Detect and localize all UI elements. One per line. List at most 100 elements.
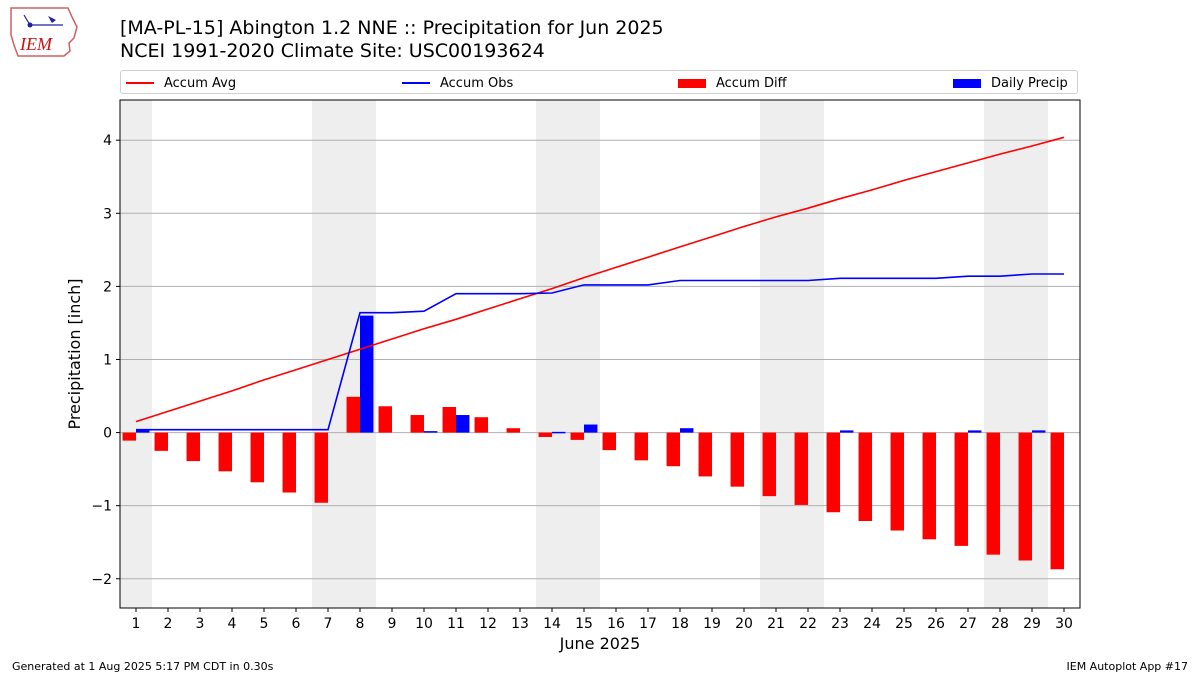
accum-diff-bar [250,432,264,483]
x-tick-label: 9 [388,616,397,632]
daily-precip-bar [456,415,470,433]
x-tick-label: 11 [447,616,465,632]
legend-swatch-accum-avg [126,82,154,84]
x-tick-label: 1 [132,616,141,632]
accum-diff-bar [794,432,808,505]
x-tick-label: 22 [799,616,817,632]
daily-precip-bar [584,424,598,433]
x-tick-label: 14 [543,616,561,632]
x-tick-label: 19 [703,616,721,632]
x-tick-label: 5 [260,616,269,632]
x-tick-label: 25 [895,616,913,632]
accum-diff-bar [538,432,552,437]
accum-diff-bar [1050,432,1064,570]
accum-diff-bar [826,432,840,513]
accum-diff-bar [282,432,296,493]
chart-subtitle: NCEI 1991-2020 Climate Site: USC00193624 [120,40,545,62]
x-tick-label: 8 [356,616,365,632]
x-tick-label: 27 [959,616,977,632]
accum-diff-bar [634,432,648,461]
y-tick-label: 0 [103,426,112,442]
legend-label-daily-precip: Daily Precip [991,75,1068,91]
daily-precip-bar [552,431,566,434]
legend-item-accum-avg: Accum Avg [126,74,236,92]
accum-diff-bar [1018,432,1032,561]
daily-precip-bar [360,315,374,433]
legend-label-accum-diff: Accum Diff [716,75,787,91]
x-tick-label: 16 [607,616,625,632]
accum-diff-bar [570,432,584,440]
accum-diff-bar [186,432,200,462]
x-tick-label: 6 [292,616,301,632]
svg-text:IEM: IEM [19,34,53,54]
x-tick-label: 13 [511,616,529,632]
accum-diff-bar [922,432,936,540]
legend-swatch-accum-diff [678,78,706,88]
legend-item-accum-obs: Accum Obs [402,74,513,92]
accum-diff-bar [954,432,968,546]
accum-diff-bar [378,406,392,433]
legend-swatch-daily-precip [953,78,981,88]
weekend-shade [760,100,824,608]
daily-precip-bar [840,430,854,433]
accum-diff-bar [506,428,520,433]
accum-diff-bar [218,432,232,472]
legend-label-accum-obs: Accum Obs [440,75,514,91]
x-tick-label: 4 [228,616,237,632]
accum-diff-bar [346,396,360,433]
y-tick-label: −1 [91,499,112,515]
y-tick-label: 4 [103,133,112,149]
chart-title: [MA-PL-15] Abington 1.2 NNE :: Precipita… [120,17,664,39]
accum-diff-bar [890,432,904,531]
axes-frame [119,99,1081,609]
x-tick-label: 28 [991,616,1009,632]
y-tick-label: 3 [103,206,112,222]
accum-diff-bar [122,432,136,441]
x-tick-label: 17 [639,616,657,632]
x-tick-label: 3 [196,616,205,632]
x-tick-label: 15 [575,616,593,632]
x-tick-label: 20 [735,616,753,632]
legend-label-accum-avg: Accum Avg [164,75,237,91]
x-tick-label: 29 [1023,616,1041,632]
x-tick-label: 26 [927,616,945,632]
y-tick-label: −2 [91,572,112,588]
x-tick-label: 24 [863,616,881,632]
footer-app-id: IEM Autoplot App #17 [1066,660,1189,673]
x-tick-label: 18 [671,616,689,632]
y-axis-label: Precipitation [inch] [65,278,84,429]
accum-diff-bar [474,417,488,433]
x-tick-label: 2 [164,616,173,632]
legend-item-accum-diff: Accum Diff [678,74,787,92]
x-tick-label: 21 [767,616,785,632]
x-tick-label: 12 [479,616,497,632]
accum-diff-bar [666,432,680,467]
accum-diff-bar [442,406,456,433]
x-tick-label: 30 [1055,616,1073,632]
accum-diff-bar [698,432,712,477]
accum-avg-line [135,136,1065,423]
x-tick-label: 10 [415,616,433,632]
accum-diff-bar [602,432,616,451]
weekend-shade [536,100,600,608]
daily-precip-bar [424,431,438,433]
daily-precip-bar [136,429,150,433]
legend: Accum Avg Accum Obs Accum Diff Daily Pre… [120,70,1078,94]
iem-logo: IEM [8,5,80,63]
x-axis-label: June 2025 [559,634,641,653]
y-tick-label: 1 [103,352,112,368]
legend-swatch-accum-obs [402,82,430,84]
y-tick-label: 2 [103,279,112,295]
legend-item-daily-precip: Daily Precip [953,74,1068,92]
accum-diff-bar [986,432,1000,555]
accum-diff-bar [858,432,872,522]
accum-diff-bar [154,432,168,451]
footer-generated: Generated at 1 Aug 2025 5:17 PM CDT in 0… [12,660,274,673]
x-tick-label: 7 [324,616,333,632]
x-tick-label: 23 [831,616,849,632]
daily-precip-bar [1032,430,1046,433]
weekend-shade [120,100,152,608]
daily-precip-bar [968,430,982,433]
accum-diff-bar [314,432,328,503]
